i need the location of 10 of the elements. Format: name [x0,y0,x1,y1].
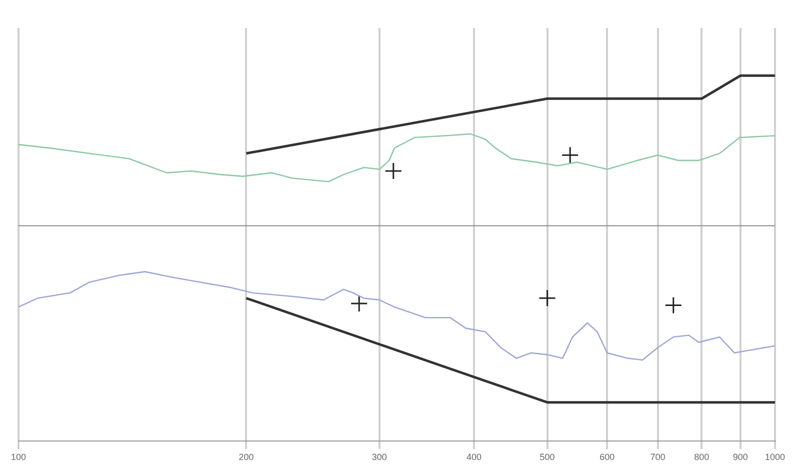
x-tick-label: 700 [650,452,666,462]
x-tick-label: 800 [694,452,710,462]
x-tick-label: 200 [238,452,254,462]
x-tick-label: 900 [732,452,748,462]
x-tick-label: 500 [540,452,555,462]
x-tick-label: 300 [372,452,387,462]
x-tick-label: 400 [466,452,482,462]
x-tick-label: 1000 [764,452,786,462]
x-tick-label: 600 [600,452,615,462]
x-tick-label: 100 [10,452,26,462]
